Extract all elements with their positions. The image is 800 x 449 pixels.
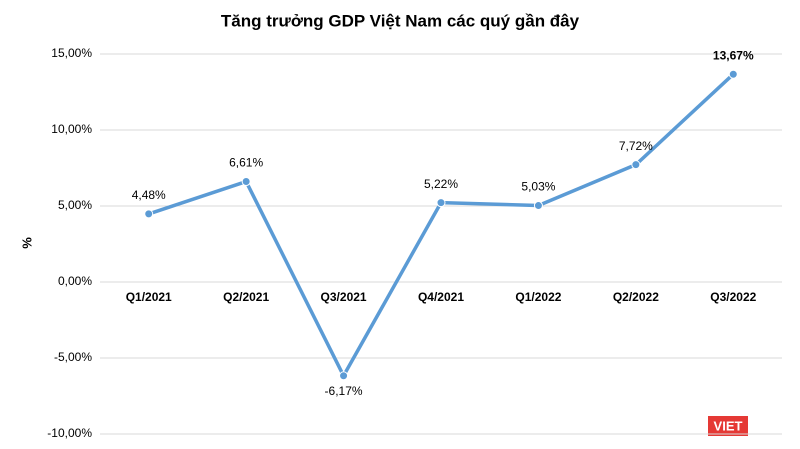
data-point: [144, 209, 154, 219]
chart-title: Tăng trưởng GDP Việt Nam các quý gần đây: [221, 11, 580, 30]
y-tick-label: -10,00%: [47, 426, 92, 440]
x-tick-label: Q1/2021: [126, 290, 172, 304]
x-tick-label: Q2/2021: [223, 290, 269, 304]
data-label: 4,48%: [132, 188, 166, 202]
data-label: 6,61%: [229, 156, 263, 170]
data-label: 13,67%: [713, 48, 754, 62]
x-tick-label: Q3/2022: [710, 290, 756, 304]
watermark-badge: [708, 416, 748, 436]
data-point: [436, 198, 446, 208]
x-tick-label: Q2/2022: [613, 290, 659, 304]
data-label: 5,22%: [424, 177, 458, 191]
y-tick-label: 15,00%: [51, 46, 92, 60]
data-point: [728, 69, 738, 79]
x-tick-label: Q3/2021: [321, 290, 367, 304]
data-point: [533, 201, 543, 211]
y-tick-label: 0,00%: [58, 274, 92, 288]
y-tick-label: -5,00%: [54, 350, 92, 364]
data-label: 5,03%: [521, 180, 555, 194]
y-tick-label: 10,00%: [51, 122, 92, 136]
data-point: [339, 371, 349, 381]
x-tick-label: Q4/2021: [418, 290, 464, 304]
x-tick-label: Q1/2022: [515, 290, 561, 304]
data-point: [241, 177, 251, 187]
watermark: VIET: [714, 418, 743, 433]
data-label: 7,72%: [619, 139, 653, 153]
data-point: [631, 160, 641, 170]
data-label: -6,17%: [325, 384, 363, 398]
y-axis-label: %: [19, 237, 34, 249]
y-tick-label: 5,00%: [58, 198, 92, 212]
